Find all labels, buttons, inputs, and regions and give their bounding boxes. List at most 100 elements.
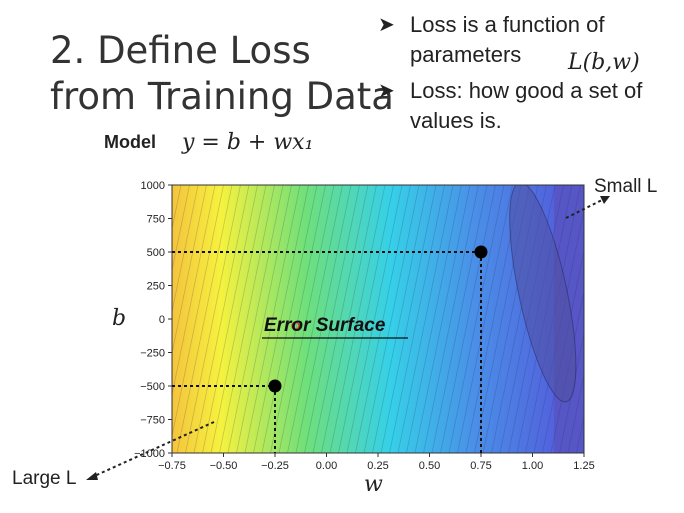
contour-line	[636, 185, 684, 453]
red-marker	[291, 321, 300, 330]
bullet-list: ➤ Loss is a function of parameters ➤ Los…	[378, 10, 678, 142]
contour-line	[236, 185, 292, 453]
title-line-1: 2. Define Loss	[50, 29, 311, 72]
contour-line	[33, 185, 88, 453]
contour-line	[363, 185, 420, 453]
contour-line	[440, 185, 496, 453]
bullet-1-text-a: Loss is a function of	[410, 12, 605, 37]
contour-line	[550, 290, 584, 453]
contour-line	[172, 185, 224, 438]
title-line-2: from Training Data	[50, 75, 394, 118]
contour-line	[670, 185, 684, 453]
contour-line	[321, 185, 377, 453]
x-tick-label: 0.50	[419, 460, 440, 472]
y-tick-label: 250	[147, 281, 165, 293]
slide-title: 2. Define Loss from Training Data	[50, 28, 394, 120]
contour-line	[202, 185, 258, 453]
x-tick-label: 1.00	[522, 460, 543, 472]
contour-line	[210, 185, 267, 453]
contour-line	[219, 185, 275, 453]
contour-line	[346, 185, 403, 453]
small-l-arrowhead	[600, 196, 610, 204]
contour-line	[329, 185, 386, 453]
contour-line	[172, 185, 199, 314]
contour-line	[270, 185, 326, 453]
contour-line	[172, 185, 190, 273]
contour-line	[193, 185, 250, 453]
model-label: Model	[104, 132, 156, 152]
contour-line	[576, 414, 584, 453]
data-point	[474, 245, 488, 259]
contour-line	[41, 185, 96, 453]
large-l-arrow	[89, 421, 215, 479]
y-tick-label: 0	[159, 314, 165, 326]
contour-line	[0, 185, 54, 453]
contour-line	[295, 185, 352, 453]
contour-line	[397, 185, 454, 453]
bullet-2-text-a: Loss: how good a set of	[410, 78, 643, 103]
contour-line	[0, 185, 20, 453]
arrow-bullet-icon: ➤	[378, 14, 395, 36]
contour-line	[24, 185, 79, 453]
contour-line	[58, 185, 113, 453]
contour-line	[414, 185, 471, 453]
contour-line	[172, 185, 216, 397]
y-axis-ticks: 1000 750 500 250 0 −250 −500 −750 −1000	[134, 180, 172, 460]
bullet-1-text-b: parameters	[410, 42, 522, 67]
contour-line	[611, 185, 666, 453]
loss-formula: L(b,w)	[568, 50, 640, 75]
contour-line	[423, 185, 479, 453]
y-axis-label: b	[112, 306, 127, 331]
contour-line	[559, 331, 584, 453]
contour-line	[176, 185, 233, 453]
contour-line	[406, 185, 462, 453]
y-tick-label: −750	[140, 415, 165, 427]
contour-line	[185, 185, 241, 453]
x-tick-label: −0.75	[158, 460, 186, 472]
x-tick-label: −0.25	[261, 460, 289, 472]
contour-line	[645, 185, 684, 453]
contour-line	[594, 185, 649, 453]
y-tick-label: −1000	[134, 448, 165, 460]
contour-line	[380, 185, 437, 453]
contour-line	[7, 185, 62, 453]
contour-line	[278, 185, 335, 453]
contour-line	[287, 185, 343, 453]
small-l-label: Small L	[594, 176, 658, 197]
contour-line	[0, 185, 11, 453]
contour-line	[92, 185, 147, 453]
contour-line	[662, 185, 684, 453]
contour-line	[355, 185, 411, 453]
x-axis-ticks: −0.75 −0.50 −0.25 0.00 0.25 0.50 0.75 1.00 1.25	[158, 453, 595, 472]
contour-line	[389, 185, 445, 453]
y-tick-label: −500	[140, 381, 165, 393]
model-equation: y = b + wx₁	[182, 130, 314, 155]
x-tick-label: 0.25	[367, 460, 388, 472]
contour-line	[227, 185, 284, 453]
bullet-1: ➤ Loss is a function of parameters	[378, 10, 678, 70]
contour-line	[244, 185, 301, 453]
arrow-bullet-icon: ➤	[378, 80, 395, 102]
contour-line	[0, 185, 28, 453]
contour-line	[172, 185, 207, 356]
contour-line	[16, 185, 71, 453]
bullet-2-text-b: values is.	[410, 108, 502, 133]
contour-line	[50, 185, 105, 453]
guide-lines	[172, 251, 482, 453]
contour-line	[431, 185, 488, 453]
contour-line	[0, 185, 3, 453]
contour-line	[304, 185, 360, 453]
y-tick-label: 1000	[141, 180, 165, 192]
contour-line	[312, 185, 369, 453]
contour-line	[84, 185, 139, 453]
data-points	[268, 245, 488, 393]
contour-line	[448, 185, 505, 453]
contour-line	[585, 185, 640, 453]
contour-line	[457, 185, 513, 453]
contour-line	[67, 185, 122, 453]
y-tick-label: −250	[140, 348, 165, 360]
x-tick-label: −0.50	[210, 460, 238, 472]
contour-line	[0, 185, 45, 453]
contour-line	[75, 185, 130, 453]
